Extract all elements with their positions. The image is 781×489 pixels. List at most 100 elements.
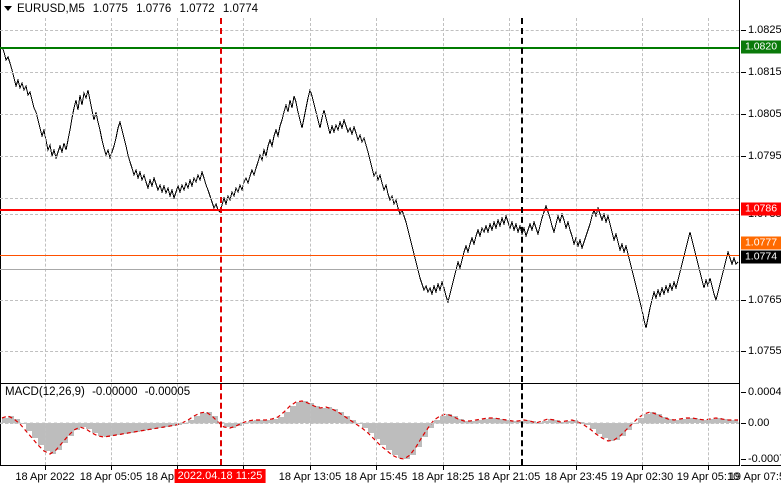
grid-line-vertical	[243, 384, 244, 465]
grid-line-vertical	[443, 18, 444, 382]
price-highlight-orange[interactable]: 1.0777	[741, 236, 781, 250]
price-tick	[741, 72, 746, 73]
time-tick	[45, 466, 46, 470]
price-tick	[741, 459, 746, 460]
grid-line-vertical	[576, 384, 577, 465]
macd-value-signal: -0.00005	[144, 386, 191, 398]
grid-line-horizontal	[0, 30, 739, 31]
ohlc-low: 1.0772	[179, 2, 215, 15]
price-tick-label: 0.00046	[748, 386, 781, 398]
grid-line-horizontal	[0, 198, 739, 199]
crosshair-vertical-line[interactable]	[220, 18, 222, 382]
grid-line-vertical	[45, 18, 46, 382]
ohlc-close: 1.0774	[222, 2, 259, 15]
grid-line-vertical	[111, 384, 112, 465]
price-pane[interactable]	[0, 18, 739, 382]
time-tick-label: 19 Apr 07:50	[728, 471, 781, 483]
price-tick	[741, 30, 746, 31]
price-highlight-green[interactable]: 1.0820	[741, 40, 781, 54]
time-tick	[177, 466, 178, 470]
grid-line-vertical	[509, 384, 510, 465]
chart-header: EURUSD,M5 1.0775 1.0776 1.0772 1.0774	[4, 1, 263, 16]
ohlc-open: 1.0775	[92, 2, 128, 15]
grid-line-vertical	[177, 384, 178, 465]
time-tick-label: 18 Apr 23:45	[544, 471, 608, 483]
crosshair-vertical-line[interactable]	[220, 384, 222, 465]
time-tick-label: 18 Apr 15:45	[344, 471, 408, 483]
price-tick-label: -0.00071	[748, 453, 781, 465]
time-tick	[376, 466, 377, 470]
grid-line-vertical	[310, 384, 311, 465]
time-tick-label: 18 Apr 05:05	[79, 471, 143, 483]
grid-line-vertical	[443, 384, 444, 465]
macd-value-main: -0.00000	[92, 386, 138, 398]
price-tick	[741, 114, 746, 115]
price-highlight-black[interactable]: 1.0774	[741, 250, 781, 264]
grid-line-horizontal	[0, 156, 739, 157]
macd-pane[interactable]	[0, 384, 739, 465]
grid-line-vertical	[708, 384, 709, 465]
chart-frame	[0, 0, 740, 466]
macd-histogram	[2, 401, 738, 459]
time-tick-label: 19 Apr 05:10	[676, 471, 740, 483]
price-tick-label: 1.0805	[748, 108, 781, 120]
price-tick	[741, 392, 746, 393]
grid-line-vertical	[111, 18, 112, 382]
crosshair-time-label: 2022.04.18 11:25	[174, 469, 266, 483]
grid-line-horizontal	[0, 72, 739, 73]
time-tick-label: 18 Apr 2022	[15, 471, 75, 483]
time-tick	[310, 466, 311, 470]
grid-line-vertical	[642, 384, 643, 465]
price-scale[interactable]: 1.08251.08151.08051.07951.07851.07751.07…	[741, 0, 781, 466]
macd-series	[0, 400, 739, 460]
time-tick	[708, 466, 709, 470]
macd-header: MACD(12,26,9) -0.00000 -0.00005	[5, 386, 194, 398]
time-tick-label: 19 Apr 02:30	[610, 471, 674, 483]
time-tick-label: 18 Apr 13:05	[278, 471, 342, 483]
time-tick	[576, 466, 577, 470]
grid-line-vertical	[243, 18, 244, 382]
time-tick	[642, 466, 643, 470]
grid-line-horizontal	[0, 351, 739, 352]
take-profit-level[interactable]	[0, 47, 739, 49]
grid-line-horizontal	[0, 300, 739, 301]
grid-line-vertical	[310, 18, 311, 382]
price-tick-label: 1.0755	[748, 345, 781, 357]
price-tick	[741, 423, 746, 424]
time-tick	[443, 466, 444, 470]
grid-line-vertical	[576, 18, 577, 382]
price-line-series	[1, 46, 739, 329]
time-tick	[243, 466, 244, 470]
pane-separator	[0, 383, 740, 384]
session-divider-line	[521, 18, 523, 382]
price-highlight-red[interactable]: 1.0786	[741, 202, 781, 216]
time-tick-label: 18 Apr 18:25	[411, 471, 475, 483]
ohlc-values: 1.0775 1.0776 1.0772 1.0774	[93, 3, 263, 15]
price-tick-label: 0.00	[748, 417, 770, 429]
price-tick	[741, 300, 746, 301]
current-price-level[interactable]	[0, 269, 739, 270]
price-tick-label: 1.0795	[748, 150, 781, 162]
price-tick	[741, 351, 746, 352]
macd-zero-gridline	[0, 423, 739, 424]
symbol-label: EURUSD,M5	[17, 2, 85, 15]
macd-signal-line	[1, 400, 738, 460]
support-level[interactable]	[0, 255, 739, 256]
grid-line-vertical	[376, 384, 377, 465]
caret-down-icon[interactable]	[4, 6, 12, 11]
grid-line-vertical	[177, 18, 178, 382]
grid-line-horizontal	[0, 114, 739, 115]
time-tick	[509, 466, 510, 470]
chart-left-border	[0, 0, 1, 466]
resistance-level[interactable]	[0, 209, 739, 211]
price-tick-label: 1.0825	[748, 24, 781, 36]
time-tick	[111, 466, 112, 470]
grid-line-vertical	[45, 384, 46, 465]
time-tick-label: 18 Apr 21:05	[477, 471, 541, 483]
session-divider-line	[521, 384, 523, 465]
macd-name-label: MACD(12,26,9)	[5, 386, 85, 398]
price-tick	[741, 156, 746, 157]
grid-line-horizontal	[0, 214, 739, 215]
grid-line-vertical	[509, 18, 510, 382]
